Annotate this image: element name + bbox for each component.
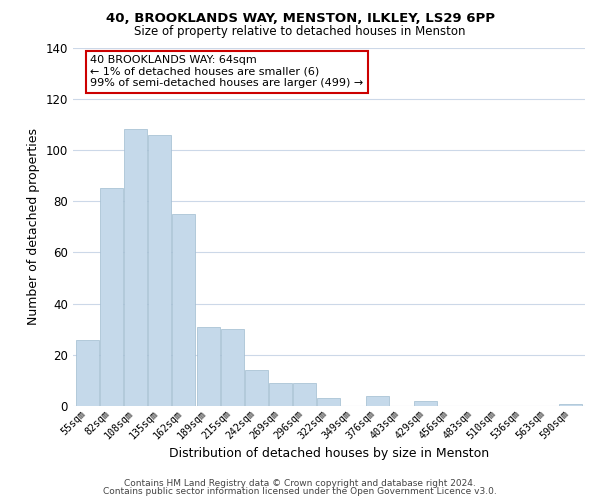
Bar — [148, 134, 171, 406]
X-axis label: Distribution of detached houses by size in Menston: Distribution of detached houses by size … — [169, 447, 489, 460]
Bar — [414, 401, 437, 406]
Text: 40 BROOKLANDS WAY: 64sqm
← 1% of detached houses are smaller (6)
99% of semi-det: 40 BROOKLANDS WAY: 64sqm ← 1% of detache… — [91, 55, 364, 88]
Y-axis label: Number of detached properties: Number of detached properties — [27, 128, 40, 326]
Bar — [76, 340, 99, 406]
Bar — [317, 398, 340, 406]
Bar — [245, 370, 268, 406]
Bar — [366, 396, 389, 406]
Text: Size of property relative to detached houses in Menston: Size of property relative to detached ho… — [134, 25, 466, 38]
Text: Contains public sector information licensed under the Open Government Licence v3: Contains public sector information licen… — [103, 487, 497, 496]
Bar — [100, 188, 123, 406]
Bar — [124, 130, 147, 406]
Bar — [559, 404, 582, 406]
Text: 40, BROOKLANDS WAY, MENSTON, ILKLEY, LS29 6PP: 40, BROOKLANDS WAY, MENSTON, ILKLEY, LS2… — [106, 12, 494, 26]
Bar — [172, 214, 196, 406]
Text: Contains HM Land Registry data © Crown copyright and database right 2024.: Contains HM Land Registry data © Crown c… — [124, 478, 476, 488]
Bar — [221, 330, 244, 406]
Bar — [197, 326, 220, 406]
Bar — [293, 383, 316, 406]
Bar — [269, 383, 292, 406]
